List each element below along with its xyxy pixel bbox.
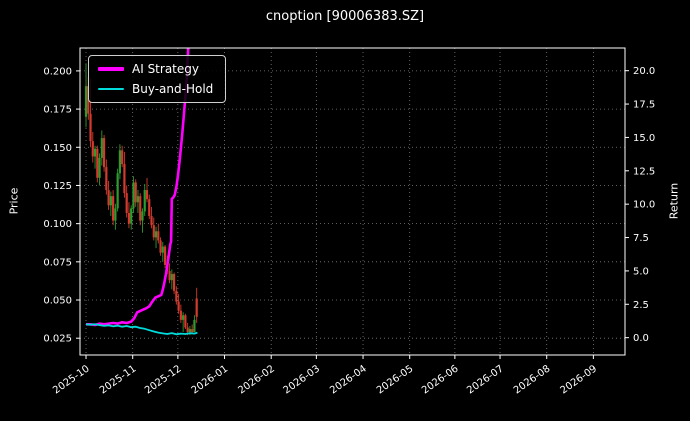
- svg-text:2026-04: 2026-04: [328, 363, 369, 396]
- svg-text:12.5: 12.5: [633, 166, 655, 177]
- svg-text:2025-11: 2025-11: [98, 363, 139, 396]
- chart-title: cnoption [90006383.SZ]: [265, 9, 425, 24]
- chart-legend: AI Strategy Buy-and-Hold: [88, 55, 227, 103]
- legend-item-ai-strategy: AI Strategy: [98, 62, 213, 76]
- svg-text:2026-09: 2026-09: [559, 363, 600, 396]
- svg-text:17.5: 17.5: [633, 100, 655, 111]
- svg-text:2026-08: 2026-08: [512, 363, 553, 396]
- svg-text:2026-07: 2026-07: [465, 363, 506, 396]
- svg-text:2026-02: 2026-02: [236, 363, 277, 396]
- svg-text:2026-03: 2026-03: [282, 363, 323, 396]
- svg-text:2026-01: 2026-01: [190, 363, 231, 396]
- svg-text:7.5: 7.5: [633, 233, 649, 244]
- svg-text:0.125: 0.125: [43, 181, 72, 192]
- svg-text:5.0: 5.0: [633, 266, 649, 277]
- svg-text:20.0: 20.0: [633, 66, 655, 77]
- svg-text:10.0: 10.0: [633, 200, 655, 211]
- y-axis-label-return: Return: [667, 182, 681, 220]
- svg-text:0.050: 0.050: [43, 296, 72, 307]
- legend-label-ai-strategy: AI Strategy: [132, 62, 199, 76]
- legend-label-buy-and-hold: Buy-and-Hold: [132, 82, 214, 96]
- svg-text:2026-05: 2026-05: [375, 363, 416, 396]
- svg-text:0.075: 0.075: [43, 257, 72, 268]
- legend-item-buy-and-hold: Buy-and-Hold: [98, 82, 213, 96]
- y-axis-label-price: Price: [7, 187, 21, 215]
- svg-text:2.5: 2.5: [633, 300, 649, 311]
- svg-text:0.025: 0.025: [43, 334, 72, 345]
- svg-text:0.175: 0.175: [43, 105, 72, 116]
- svg-text:2025-10: 2025-10: [51, 363, 92, 396]
- buy-and-hold-line-swatch: [98, 88, 124, 90]
- svg-text:15.0: 15.0: [633, 133, 655, 144]
- svg-text:0.150: 0.150: [43, 143, 72, 154]
- svg-text:2026-06: 2026-06: [420, 363, 461, 396]
- svg-text:0.100: 0.100: [43, 219, 72, 230]
- svg-text:0.0: 0.0: [633, 333, 649, 344]
- svg-text:0.200: 0.200: [43, 66, 72, 77]
- ai-strategy-line-swatch: [98, 67, 124, 71]
- svg-text:2025-12: 2025-12: [143, 363, 184, 396]
